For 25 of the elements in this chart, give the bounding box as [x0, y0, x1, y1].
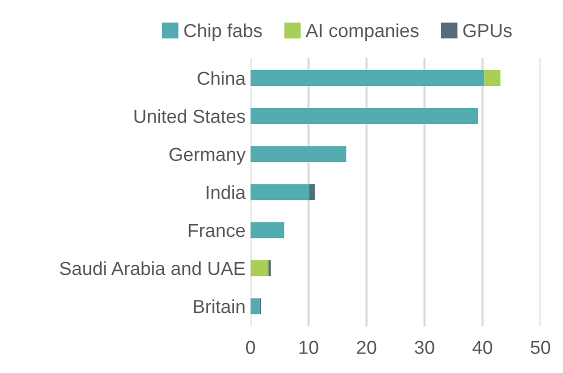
bar	[250, 146, 346, 162]
x-tick-label: 30	[414, 340, 434, 354]
bar	[250, 70, 484, 86]
y-tick-label: France	[188, 224, 245, 238]
x-tick-label: 10	[300, 340, 318, 354]
bar	[250, 108, 478, 124]
x-tick-label: 0	[246, 340, 256, 354]
bar	[250, 184, 310, 200]
x-tick-label: 50	[530, 340, 550, 354]
y-tick-label: India	[206, 185, 246, 200]
legend-label: GPUs	[463, 24, 512, 38]
bar	[250, 260, 269, 276]
bar	[484, 70, 500, 86]
legend-label: Chip fabs	[184, 23, 262, 41]
bar	[250, 298, 260, 314]
y-tick-label: Saudi Arabia and UAE	[60, 261, 245, 276]
x-tick-label: 40	[472, 340, 492, 354]
y-tick-label: China	[198, 71, 246, 85]
y-tick-label: United States	[134, 109, 246, 124]
x-tick-label: 20	[357, 340, 376, 354]
y-tick-label: Germany	[170, 148, 246, 165]
y-tick-label: Britain	[194, 299, 244, 314]
bar	[250, 222, 284, 238]
legend-label: AI companies	[306, 23, 419, 41]
bar	[309, 184, 315, 200]
